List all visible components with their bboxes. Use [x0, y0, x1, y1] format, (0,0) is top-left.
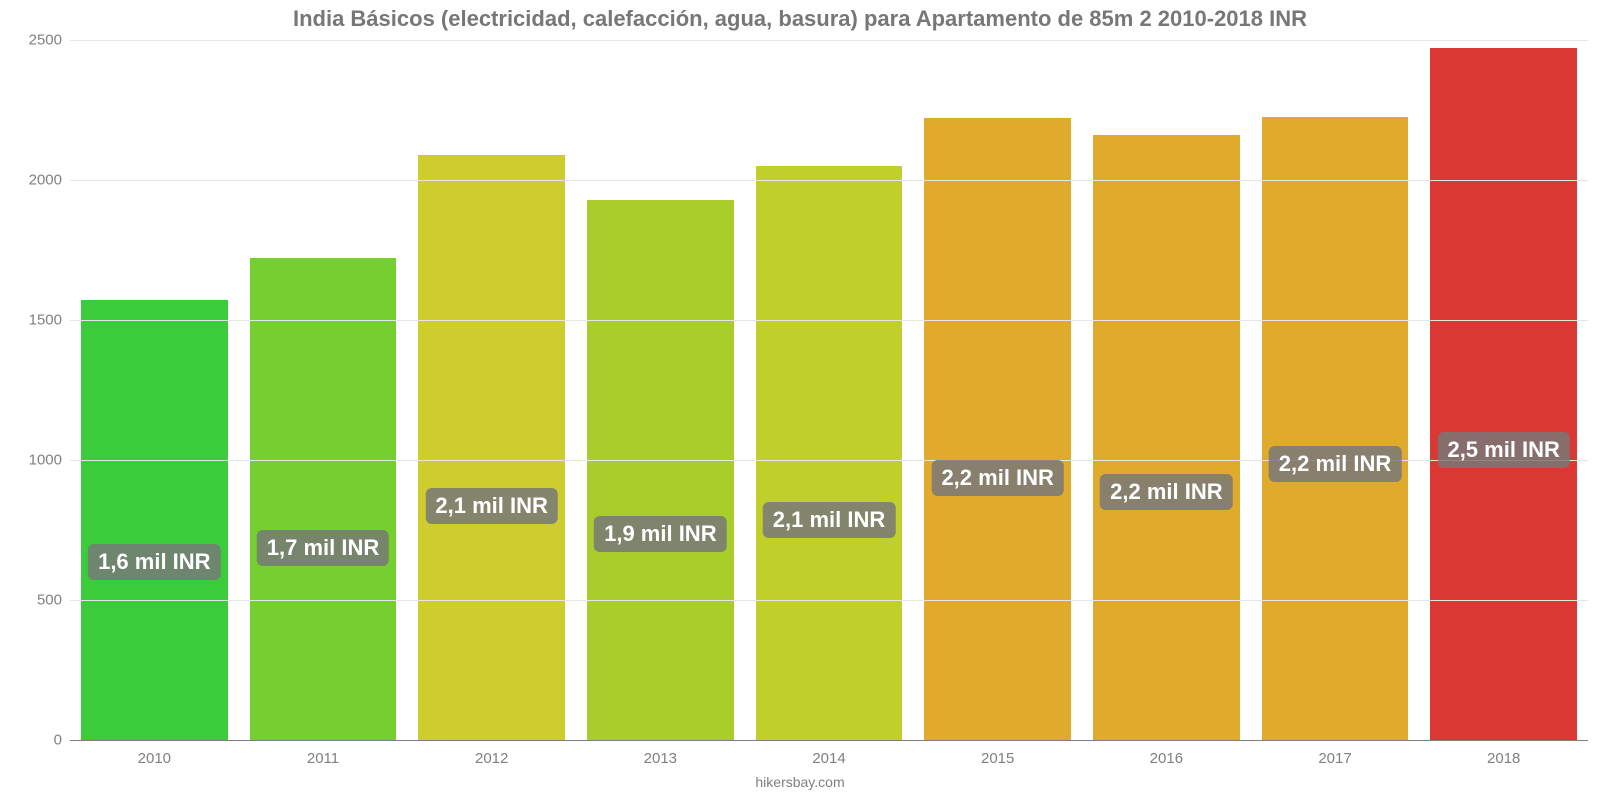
bar: [418, 155, 565, 740]
gridline: [70, 600, 1588, 601]
x-tick-label: 2018: [1487, 740, 1520, 767]
x-tick-label: 2017: [1318, 740, 1351, 767]
x-tick-label: 2013: [644, 740, 677, 767]
value-label: 2,1 mil INR: [763, 502, 895, 538]
x-tick-label: 2014: [812, 740, 845, 767]
bar-slot: 20152,2 mil INR: [913, 40, 1082, 740]
plot-area: 20101,6 mil INR20111,7 mil INR20122,1 mi…: [70, 40, 1588, 740]
value-label: 1,6 mil INR: [88, 544, 220, 580]
bar: [924, 118, 1071, 740]
bar: [81, 300, 228, 740]
credit-text: hikersbay.com: [755, 774, 844, 790]
x-tick-label: 2016: [1150, 740, 1183, 767]
value-label: 2,5 mil INR: [1437, 432, 1569, 468]
value-label: 1,9 mil INR: [594, 516, 726, 552]
y-tick-label: 2500: [29, 32, 70, 49]
value-label: 2,2 mil INR: [1269, 446, 1401, 482]
x-axis-line: [70, 740, 1588, 741]
bar-slot: 20142,1 mil INR: [745, 40, 914, 740]
bar: [587, 200, 734, 740]
bar: [1093, 135, 1240, 740]
value-label: 1,7 mil INR: [257, 530, 389, 566]
y-tick-label: 2000: [29, 172, 70, 189]
bars-container: 20101,6 mil INR20111,7 mil INR20122,1 mi…: [70, 40, 1588, 740]
value-label: 2,2 mil INR: [931, 460, 1063, 496]
bar-slot: 20111,7 mil INR: [239, 40, 408, 740]
bar-slot: 20101,6 mil INR: [70, 40, 239, 740]
y-tick-label: 0: [54, 732, 70, 749]
x-tick-label: 2012: [475, 740, 508, 767]
bar-slot: 20182,5 mil INR: [1419, 40, 1588, 740]
value-label: 2,2 mil INR: [1100, 474, 1232, 510]
chart-title: India Básicos (electricidad, calefacción…: [0, 0, 1600, 32]
gridline: [70, 40, 1588, 41]
bar: [1430, 48, 1577, 740]
bar: [250, 258, 397, 740]
bar: [1262, 117, 1409, 740]
y-tick-label: 1500: [29, 312, 70, 329]
bar-slot: 20131,9 mil INR: [576, 40, 745, 740]
y-tick-label: 1000: [29, 452, 70, 469]
bar: [756, 166, 903, 740]
gridline: [70, 180, 1588, 181]
x-tick-label: 2010: [138, 740, 171, 767]
bar-slot: 20172,2 mil INR: [1251, 40, 1420, 740]
gridline: [70, 320, 1588, 321]
bar-slot: 20162,2 mil INR: [1082, 40, 1251, 740]
bar-slot: 20122,1 mil INR: [407, 40, 576, 740]
x-tick-label: 2015: [981, 740, 1014, 767]
x-tick-label: 2011: [307, 740, 339, 767]
bar-chart: India Básicos (electricidad, calefacción…: [0, 0, 1600, 800]
y-tick-label: 500: [37, 592, 70, 609]
value-label: 2,1 mil INR: [425, 488, 557, 524]
